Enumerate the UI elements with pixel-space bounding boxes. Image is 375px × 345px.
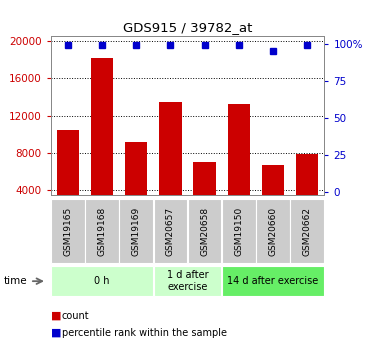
Bar: [228, 105, 250, 195]
Text: GSM20657: GSM20657: [166, 207, 175, 256]
Bar: [291, 199, 324, 263]
Text: time: time: [4, 276, 27, 286]
Text: ■: ■: [51, 328, 61, 338]
Bar: [91, 58, 113, 195]
Text: 0 h: 0 h: [94, 276, 110, 286]
Bar: [262, 165, 284, 195]
Bar: [222, 199, 256, 263]
Text: GSM20658: GSM20658: [200, 207, 209, 256]
Bar: [85, 199, 119, 263]
Bar: [256, 199, 290, 263]
Text: GSM19165: GSM19165: [63, 207, 72, 256]
Bar: [188, 199, 221, 263]
Bar: [222, 266, 324, 296]
Text: GSM19168: GSM19168: [98, 207, 106, 256]
Text: 1 d after
exercise: 1 d after exercise: [166, 270, 208, 292]
Bar: [51, 266, 153, 296]
Bar: [159, 101, 182, 195]
Bar: [51, 199, 84, 263]
Text: count: count: [62, 311, 90, 321]
Text: percentile rank within the sample: percentile rank within the sample: [62, 328, 227, 338]
Bar: [119, 199, 153, 263]
Text: ■: ■: [51, 311, 61, 321]
Bar: [194, 162, 216, 195]
Text: GSM20662: GSM20662: [303, 207, 312, 256]
Bar: [57, 130, 79, 195]
Bar: [154, 266, 221, 296]
Title: GDS915 / 39782_at: GDS915 / 39782_at: [123, 21, 252, 34]
Text: GSM19169: GSM19169: [132, 207, 141, 256]
Bar: [296, 154, 318, 195]
Bar: [154, 199, 187, 263]
Text: 14 d after exercise: 14 d after exercise: [227, 276, 319, 286]
Bar: [125, 142, 147, 195]
Text: GSM20660: GSM20660: [268, 207, 278, 256]
Text: GSM19150: GSM19150: [234, 207, 243, 256]
